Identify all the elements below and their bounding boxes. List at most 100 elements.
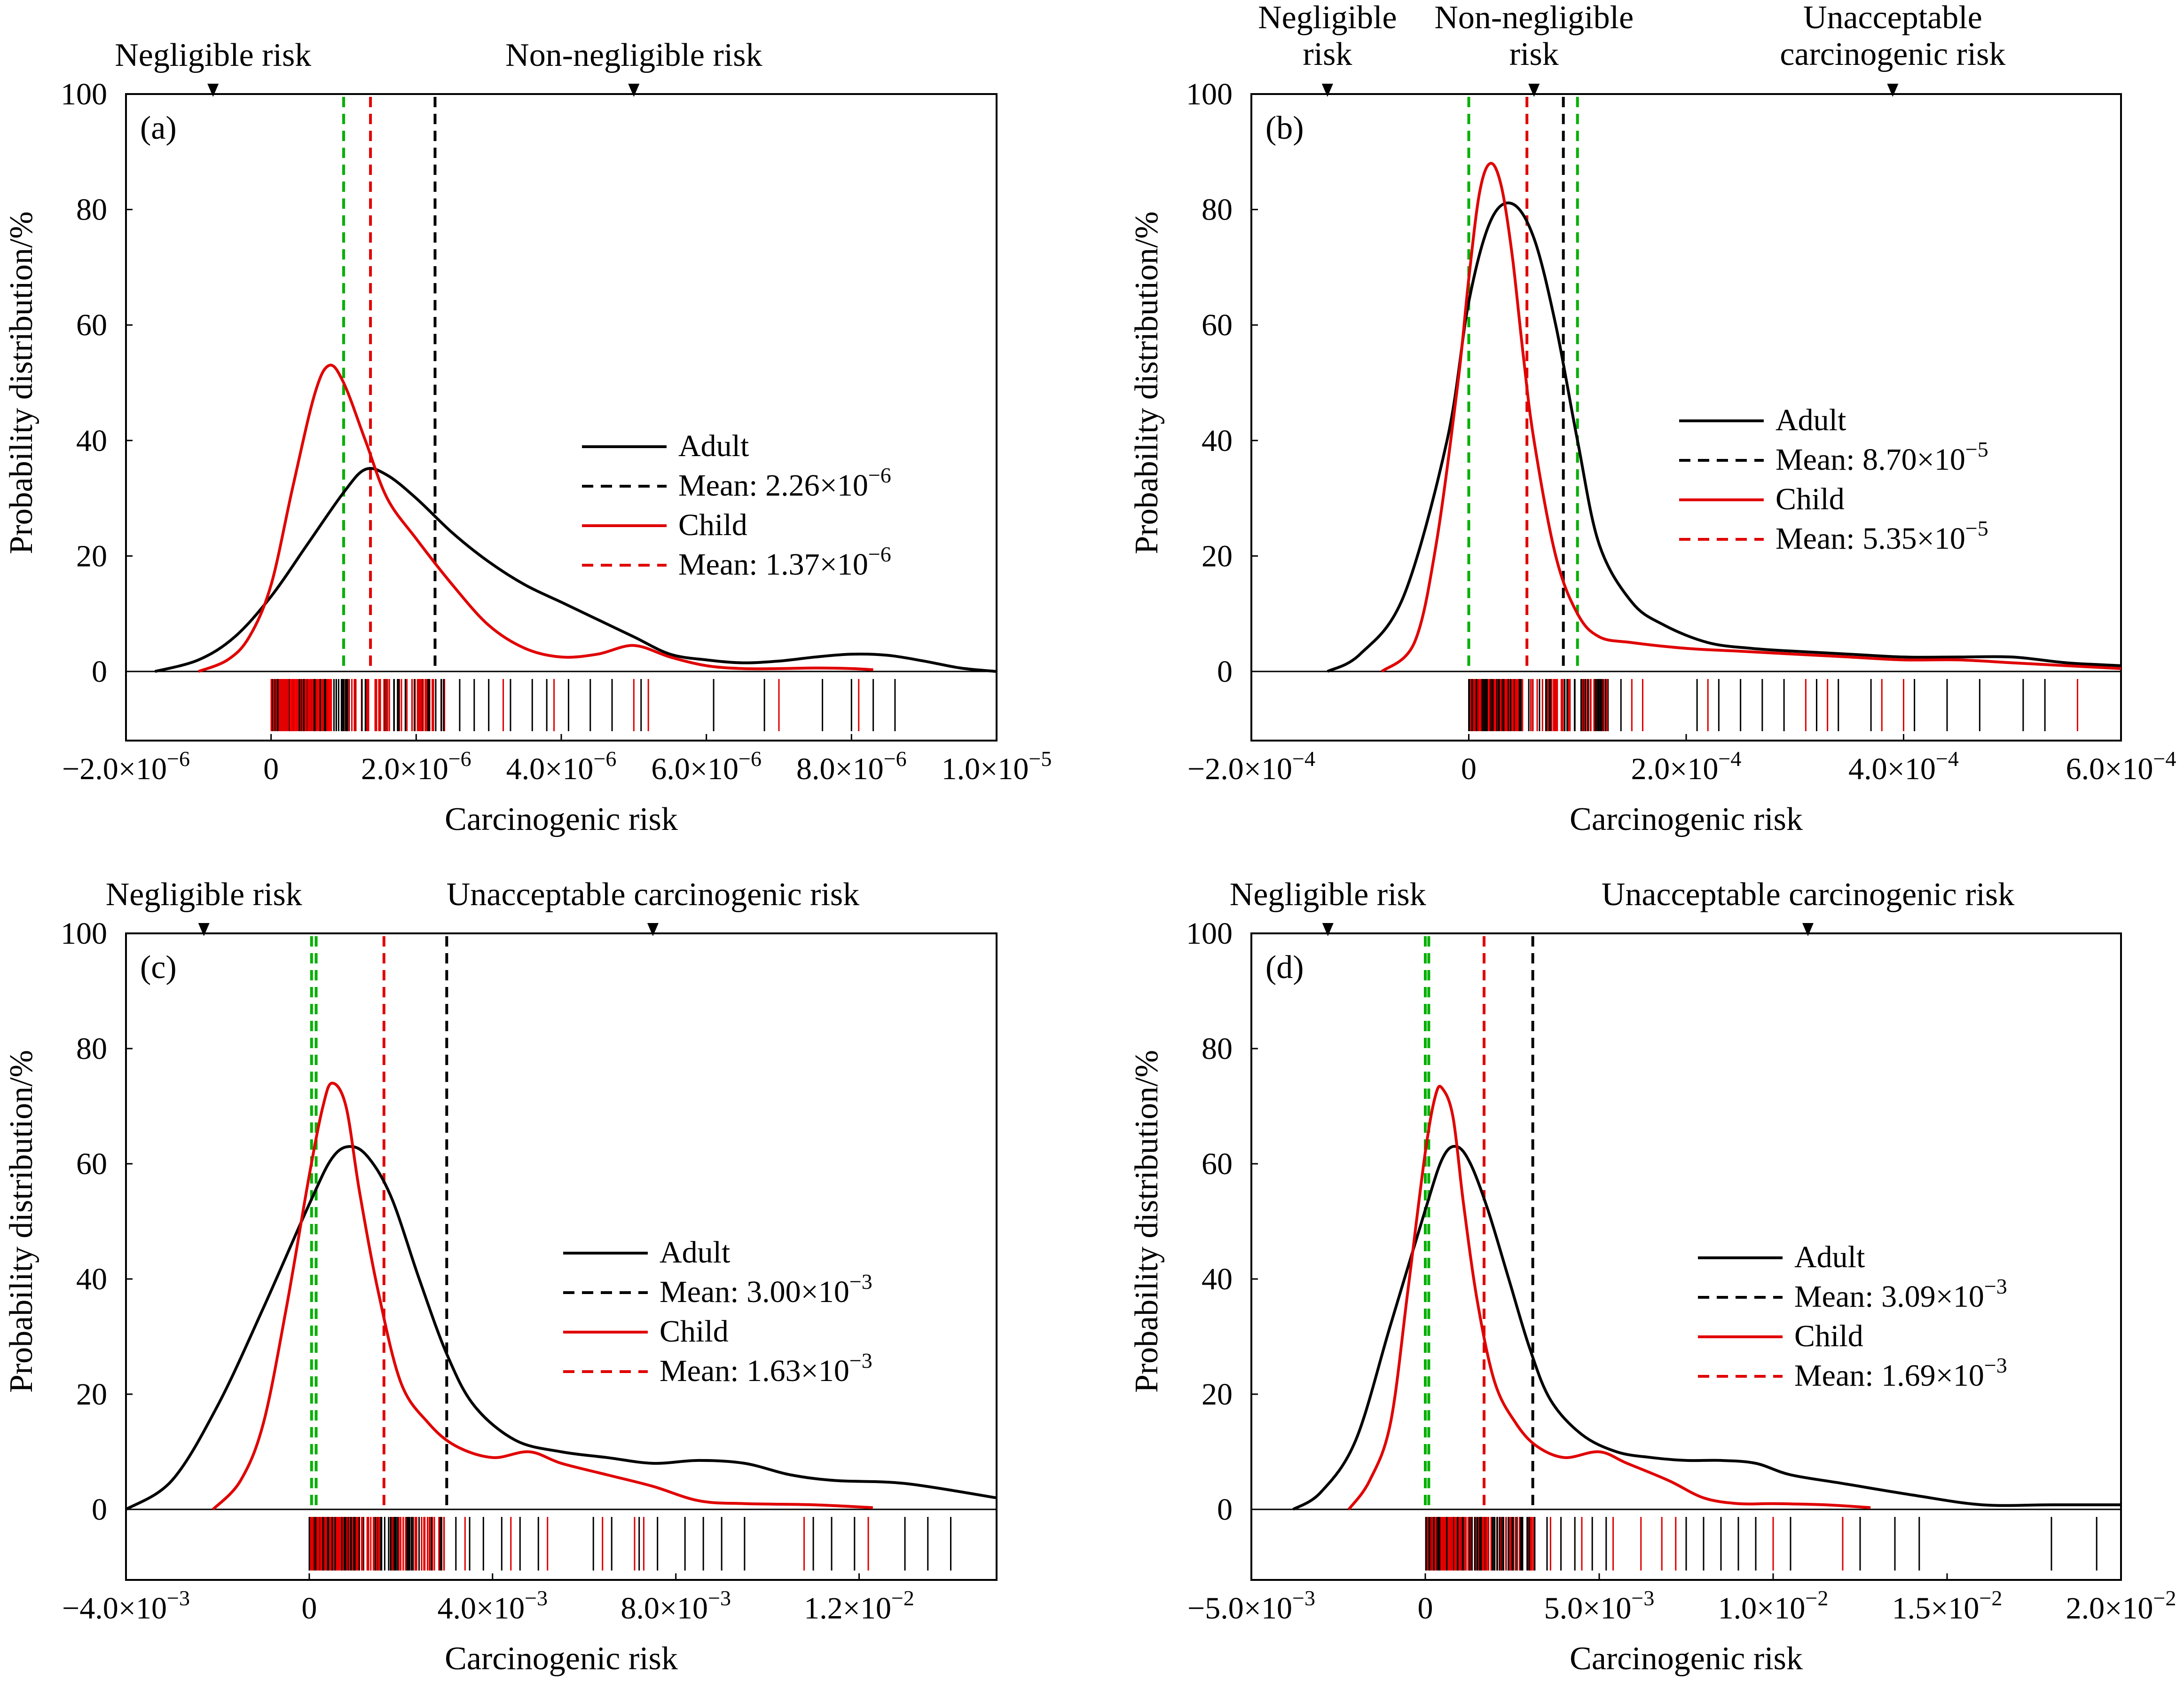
y-tick-label: 40 — [1202, 424, 1233, 458]
y-tick-label: 60 — [76, 1147, 107, 1181]
x-tick-label: 8.0×10−3 — [621, 1586, 731, 1626]
x-tick-label: 6.0×10−6 — [651, 747, 762, 786]
zone-marker — [1802, 923, 1814, 936]
rug-plot — [1468, 679, 2078, 731]
zone-label: Unacceptable carcinogenic risk — [447, 876, 859, 913]
legend-entry: Mean: 2.26×10−6 — [678, 463, 891, 503]
x-tick-label: 5.0×10−3 — [1544, 1586, 1655, 1626]
y-tick-label: 60 — [1202, 308, 1233, 342]
y-axis-title: Probability distribution/% — [3, 1050, 39, 1393]
x-axis-title: Carcinogenic risk — [1570, 1641, 1803, 1677]
x-tick-label: −2.0×10−6 — [62, 747, 190, 786]
legend-entry: Child — [660, 1314, 729, 1349]
plot-frame — [1250, 93, 2122, 742]
y-tick-label: 40 — [76, 1262, 107, 1296]
panel-letter: (c) — [140, 949, 177, 986]
y-tick-label: 20 — [76, 539, 107, 573]
x-tick-label: 1.2×10−2 — [804, 1586, 914, 1626]
x-tick-label: −4.0×10−3 — [62, 1586, 190, 1626]
x-tick-label: 1.0×10−5 — [942, 747, 1052, 786]
x-tick-label: −5.0×10−3 — [1187, 1586, 1315, 1626]
panel-d: 0 20 40 60 80 100 −5.0×10−3 0 5.0×10−3 1.0×10−2 1.… — [1129, 876, 2176, 1677]
rug-plot — [308, 1517, 952, 1571]
x-tick-label: 1.0×10−2 — [1718, 1586, 1829, 1626]
density-curve-child — [212, 1081, 873, 1511]
x-tick-label: 2.0×10−4 — [1631, 747, 1742, 786]
y-tick-label: 0 — [1217, 1492, 1233, 1527]
density-curve-child — [1381, 162, 2121, 673]
x-tick-label: 4.0×10−6 — [506, 747, 617, 786]
x-axis-title: Carcinogenic risk — [445, 801, 678, 837]
panel-letter: (d) — [1265, 949, 1304, 986]
zone-marker — [198, 923, 210, 936]
x-tick-label: 0 — [1418, 1591, 1433, 1626]
y-tick-label: 100 — [61, 916, 107, 951]
zone-label: Non-negligible risk — [505, 37, 762, 73]
plot-frame — [125, 932, 998, 1581]
legend-entry: Mean: 1.69×10−3 — [1794, 1353, 2007, 1393]
y-tick-label: 80 — [1202, 1032, 1233, 1066]
plot-frame — [125, 93, 998, 742]
y-tick-label: 100 — [1186, 916, 1233, 951]
legend-entry: Child — [678, 508, 747, 542]
legend-entry: Child — [1775, 482, 1845, 516]
y-axis-title: Probability distribution/% — [3, 211, 39, 554]
rug-plot — [270, 679, 896, 731]
density-curve-adult — [125, 1145, 997, 1511]
zone-marker — [1321, 84, 1333, 97]
zone-label: Negligible risk — [1258, 0, 1397, 72]
y-tick-label: 20 — [1202, 1377, 1233, 1412]
x-tick-label: 2.0×10−6 — [361, 747, 471, 786]
y-tick-label: 60 — [1202, 1147, 1233, 1181]
density-curve-child — [198, 363, 873, 673]
y-tick-label: 80 — [76, 193, 107, 227]
x-tick-label: 4.0×10−4 — [1848, 747, 1959, 786]
x-tick-label: 0 — [1461, 752, 1477, 786]
zone-marker — [207, 84, 219, 97]
x-axis-title: Carcinogenic risk — [1570, 801, 1803, 837]
y-tick-label: 20 — [1202, 539, 1233, 573]
x-tick-label: 2.0×10−2 — [2066, 1586, 2176, 1626]
panel-letter: (b) — [1265, 110, 1304, 146]
zone-label: Negligible risk — [115, 37, 311, 73]
y-tick-label: 0 — [92, 655, 107, 689]
density-curve-adult — [1327, 201, 2121, 673]
legend-entry: Mean: 5.35×10−5 — [1775, 516, 1988, 556]
zone-marker — [628, 84, 640, 97]
y-tick-label: 80 — [76, 1032, 107, 1066]
x-tick-label: 8.0×10−6 — [796, 747, 907, 786]
legend-entry: Adult — [1775, 403, 1846, 437]
y-tick-label: 0 — [1217, 655, 1233, 689]
legend-entry: Adult — [1794, 1240, 1865, 1274]
legend-entry: Mean: 1.37×10−6 — [678, 542, 891, 582]
x-tick-label: 4.0×10−3 — [437, 1586, 548, 1626]
y-tick-label: 60 — [76, 308, 107, 342]
y-tick-label: 80 — [1202, 193, 1233, 227]
legend-entry: Mean: 3.09×10−3 — [1794, 1274, 2007, 1314]
legend-entry: Mean: 3.00×10−3 — [660, 1270, 872, 1309]
panel-b: 0 20 40 60 80 100 −2.0×10−4 0 2.0×10−4 4.0×10−4 6.… — [1129, 0, 2176, 837]
y-axis-title: Probability distribution/% — [1129, 1050, 1165, 1393]
zone-label: Unacceptable carcinogenic risk — [1780, 0, 2005, 72]
y-tick-label: 20 — [76, 1377, 107, 1412]
legend-entry: Child — [1794, 1319, 1863, 1353]
y-tick-label: 40 — [1202, 1262, 1233, 1296]
zone-marker — [1887, 84, 1899, 97]
density-curve-child — [1347, 1085, 1871, 1510]
zone-label: Negligible risk — [1230, 876, 1426, 913]
plot-frame — [1250, 932, 2122, 1581]
x-tick-label: 0 — [301, 1591, 317, 1626]
x-tick-label: 0 — [263, 752, 279, 786]
panel-letter: (a) — [140, 110, 177, 146]
panel-c: 0 20 40 60 80 100 −4.0×10−3 0 4.0×10−3 8.0×10−3 1.… — [3, 876, 998, 1677]
panel-a: 0 20 40 60 80 100 −2.0×10−6 0 2.0×10−6 4.0×10−6 6.… — [3, 37, 1052, 837]
rug-plot — [1425, 1517, 2098, 1571]
zone-marker — [1528, 84, 1540, 97]
y-axis-title: Probability distribution/% — [1129, 211, 1165, 554]
density-curve-adult — [1292, 1144, 2121, 1511]
y-tick-label: 100 — [61, 77, 107, 111]
